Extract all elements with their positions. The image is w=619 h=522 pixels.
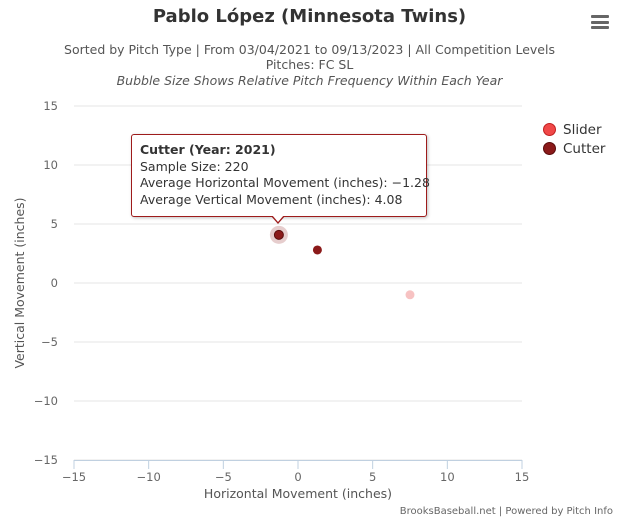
data-points xyxy=(269,225,415,300)
y-tick-label: 0 xyxy=(51,276,58,290)
x-tick-label: −15 xyxy=(62,470,86,484)
chart-subtitle-pitches: Pitches: FC SL xyxy=(265,57,354,72)
x-tick-label: 10 xyxy=(440,470,455,484)
legend-item-cutter[interactable]: Cutter xyxy=(543,139,605,158)
y-axis-label: Vertical Movement (inches) xyxy=(12,197,27,368)
legend-label-slider: Slider xyxy=(563,121,602,138)
y-tick-label: −5 xyxy=(41,335,58,349)
chart-subtitle-bubble-note: Bubble Size Shows Relative Pitch Frequen… xyxy=(116,73,503,88)
tooltip-line: Average Horizontal Movement (inches): −1… xyxy=(140,175,430,190)
y-tick-label: 15 xyxy=(43,99,58,113)
data-point-cutter xyxy=(312,245,322,255)
y-tick-label: −15 xyxy=(34,453,58,467)
data-point-cutter xyxy=(273,229,284,240)
legend-item-slider[interactable]: Slider xyxy=(543,120,605,139)
axes: 15 10 5 0 −5 −10 −15 −15 −10 −5 0 5 10 15 xyxy=(34,99,530,484)
y-tick-label: 10 xyxy=(43,158,58,172)
legend-label-cutter: Cutter xyxy=(563,140,606,157)
chart-subtitle-sort: Sorted by Pitch Type | From 03/04/2021 t… xyxy=(64,42,555,57)
legend-swatch-slider xyxy=(543,123,556,136)
hamburger-icon-bar xyxy=(591,15,609,18)
y-tick-label: −10 xyxy=(34,394,58,408)
chart-menu-button[interactable] xyxy=(591,15,609,29)
legend: Slider Cutter xyxy=(543,120,605,158)
tooltip-title: Cutter (Year: 2021) xyxy=(140,142,276,157)
x-tick-label: 0 xyxy=(294,470,301,484)
data-point-slider xyxy=(405,290,415,300)
chart-credits[interactable]: BrooksBaseball.net | Powered by Pitch In… xyxy=(399,506,613,517)
tooltip-pointer xyxy=(271,215,285,224)
x-tick-label: −5 xyxy=(215,470,232,484)
legend-swatch-cutter xyxy=(543,142,556,155)
x-tick-label: −10 xyxy=(137,470,161,484)
tooltip-line: Sample Size: 220 xyxy=(140,158,249,174)
x-tick-label: 15 xyxy=(515,470,530,484)
chart-title: Pablo López (Minnesota Twins) xyxy=(152,6,467,27)
x-tick-label: 5 xyxy=(369,470,376,484)
x-axis-label: Horizontal Movement (inches) xyxy=(204,486,392,501)
hamburger-icon-bar xyxy=(591,26,609,29)
y-tick-label: 5 xyxy=(51,217,58,231)
data-point-tooltip: Cutter (Year: 2021) Sample Size: 220 Ave… xyxy=(131,134,430,224)
hamburger-icon-bar xyxy=(591,20,609,24)
tooltip-line: Average Vertical Movement (inches): 4.08 xyxy=(140,191,403,207)
